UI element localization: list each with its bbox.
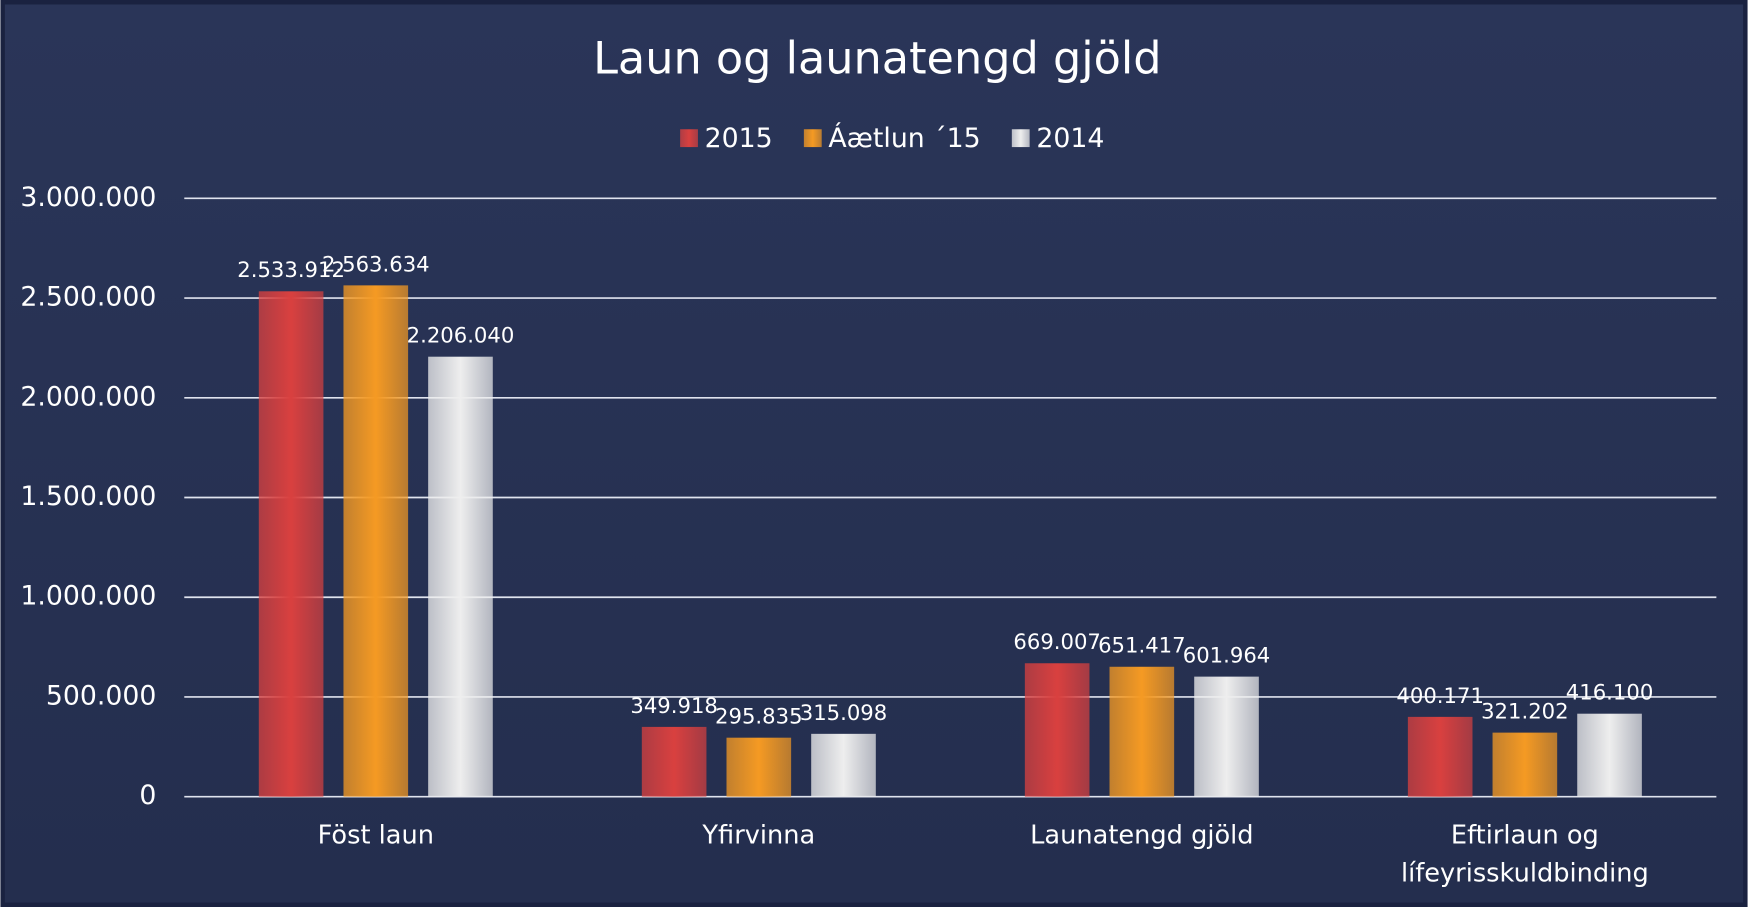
legend-swatch xyxy=(803,129,822,148)
data-label: 2.563.634 xyxy=(322,251,430,276)
legend-swatch xyxy=(1011,129,1030,148)
data-label: 295.835 xyxy=(715,704,803,729)
legend-label: Áætlun ´15 xyxy=(828,122,980,154)
y-tick-label: 2.000.000 xyxy=(20,381,156,412)
bar xyxy=(1109,666,1175,797)
y-tick-label: 3.000.000 xyxy=(20,182,156,213)
data-label: 416.100 xyxy=(1566,680,1654,705)
bar xyxy=(641,726,707,797)
x-tick-label-box: Launatengd gjöld xyxy=(1030,821,1254,851)
data-label: 601.964 xyxy=(1183,643,1270,668)
data-label: 651.417 xyxy=(1098,633,1186,658)
y-tick-label: 1.000.000 xyxy=(20,581,156,612)
x-tick-label-box: Eftirlaun og lífeyrisskuldbinding xyxy=(1400,821,1649,889)
x-tick-label: Yfirvinna xyxy=(702,821,816,851)
x-tick-label: Föst laun xyxy=(317,821,434,851)
y-tick-label: 500.000 xyxy=(46,680,157,711)
chart-title: Laun og launatengd gjöld xyxy=(593,32,1161,84)
bar xyxy=(1407,716,1473,797)
bar xyxy=(1194,676,1259,797)
legend-label: 2014 xyxy=(1036,123,1104,154)
x-tick-label: Launatengd gjöld xyxy=(1030,821,1254,851)
data-label: 400.171 xyxy=(1396,683,1484,708)
y-tick-label: 2.500.000 xyxy=(20,282,156,313)
bar xyxy=(811,733,876,797)
y-tick-label: 0 xyxy=(139,780,156,811)
y-tick-label: 1.500.000 xyxy=(20,481,156,512)
bar xyxy=(258,291,324,797)
data-label: 669.007 xyxy=(1013,629,1101,654)
x-tick-label: Eftirlaun og lífeyrisskuldbinding xyxy=(1400,821,1649,889)
bar xyxy=(726,737,792,797)
data-label: 315.098 xyxy=(800,700,888,725)
bar xyxy=(343,285,409,797)
data-label: 349.918 xyxy=(630,693,718,718)
bar xyxy=(1577,713,1642,797)
legend-label: 2015 xyxy=(705,123,773,154)
x-tick-label-box: Yfirvinna xyxy=(702,821,816,851)
x-tick-label-box: Föst laun xyxy=(317,821,434,851)
data-label: 2.206.040 xyxy=(407,323,515,348)
data-label: 321.202 xyxy=(1481,699,1568,724)
bar xyxy=(1024,663,1090,797)
data-label: 2.533.912 xyxy=(237,257,345,282)
legend-swatch xyxy=(680,129,698,148)
bar xyxy=(1492,732,1558,797)
bar xyxy=(428,356,493,797)
